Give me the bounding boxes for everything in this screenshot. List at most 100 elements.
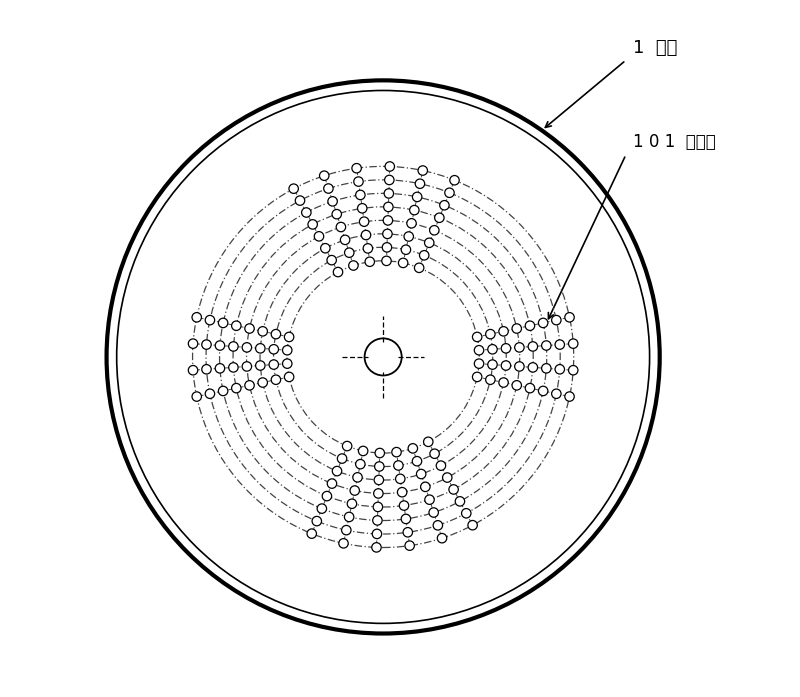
Circle shape bbox=[394, 461, 403, 470]
Circle shape bbox=[499, 378, 508, 388]
Circle shape bbox=[542, 364, 551, 373]
Circle shape bbox=[434, 213, 444, 222]
Circle shape bbox=[302, 208, 311, 217]
Circle shape bbox=[202, 365, 211, 374]
Circle shape bbox=[528, 362, 538, 372]
Circle shape bbox=[269, 344, 278, 354]
Circle shape bbox=[526, 321, 534, 330]
Circle shape bbox=[258, 378, 267, 388]
Circle shape bbox=[436, 461, 446, 470]
Circle shape bbox=[392, 447, 402, 457]
Circle shape bbox=[429, 508, 438, 517]
Circle shape bbox=[440, 201, 449, 210]
Circle shape bbox=[569, 365, 578, 375]
Circle shape bbox=[256, 344, 265, 353]
Circle shape bbox=[398, 487, 407, 497]
Circle shape bbox=[413, 192, 422, 201]
Circle shape bbox=[284, 332, 294, 342]
Circle shape bbox=[526, 383, 534, 393]
Circle shape bbox=[455, 497, 465, 506]
Circle shape bbox=[514, 362, 524, 372]
Circle shape bbox=[372, 543, 382, 552]
Circle shape bbox=[488, 360, 498, 369]
Circle shape bbox=[347, 499, 357, 509]
Circle shape bbox=[324, 184, 333, 193]
Circle shape bbox=[565, 312, 574, 322]
Circle shape bbox=[363, 244, 373, 253]
Circle shape bbox=[528, 342, 538, 351]
Circle shape bbox=[421, 482, 430, 491]
Circle shape bbox=[202, 340, 211, 349]
Circle shape bbox=[473, 332, 482, 342]
Circle shape bbox=[384, 189, 394, 198]
Circle shape bbox=[308, 220, 318, 229]
Circle shape bbox=[327, 255, 336, 265]
Circle shape bbox=[322, 491, 332, 501]
Circle shape bbox=[538, 386, 548, 396]
Circle shape bbox=[385, 175, 394, 185]
Circle shape bbox=[552, 389, 561, 399]
Text: 1 0 1  收容孔: 1 0 1 收容孔 bbox=[633, 133, 715, 151]
Circle shape bbox=[382, 256, 391, 266]
Circle shape bbox=[338, 539, 348, 548]
Circle shape bbox=[419, 251, 429, 260]
Circle shape bbox=[401, 514, 410, 523]
Circle shape bbox=[402, 245, 410, 254]
Circle shape bbox=[188, 339, 198, 348]
Circle shape bbox=[384, 202, 393, 212]
Circle shape bbox=[354, 177, 363, 186]
Circle shape bbox=[317, 504, 326, 513]
Circle shape bbox=[425, 495, 434, 505]
Circle shape bbox=[327, 479, 337, 489]
Circle shape bbox=[192, 312, 202, 322]
Circle shape bbox=[242, 362, 251, 372]
Circle shape bbox=[404, 232, 414, 241]
Circle shape bbox=[555, 365, 565, 374]
Circle shape bbox=[282, 359, 292, 368]
Circle shape bbox=[462, 509, 471, 518]
Circle shape bbox=[473, 372, 482, 382]
Circle shape bbox=[345, 248, 354, 257]
Circle shape bbox=[383, 215, 393, 225]
Circle shape bbox=[410, 206, 419, 215]
Circle shape bbox=[332, 466, 342, 476]
Circle shape bbox=[502, 344, 510, 353]
Circle shape bbox=[206, 316, 214, 325]
Circle shape bbox=[474, 346, 484, 355]
Circle shape bbox=[282, 346, 292, 355]
Circle shape bbox=[403, 528, 413, 537]
Circle shape bbox=[271, 330, 281, 339]
Circle shape bbox=[349, 261, 358, 270]
Circle shape bbox=[538, 319, 548, 328]
Circle shape bbox=[373, 516, 382, 525]
Circle shape bbox=[382, 229, 392, 238]
Circle shape bbox=[271, 375, 281, 385]
Circle shape bbox=[342, 526, 351, 535]
Circle shape bbox=[307, 529, 317, 538]
Circle shape bbox=[542, 341, 551, 351]
Circle shape bbox=[192, 392, 202, 401]
Circle shape bbox=[359, 217, 369, 227]
Circle shape bbox=[474, 359, 484, 368]
Circle shape bbox=[415, 179, 425, 188]
Circle shape bbox=[514, 343, 524, 352]
Circle shape bbox=[215, 364, 225, 373]
Circle shape bbox=[358, 446, 368, 456]
Circle shape bbox=[231, 383, 241, 393]
Circle shape bbox=[356, 190, 365, 199]
Circle shape bbox=[206, 389, 214, 399]
Circle shape bbox=[512, 324, 522, 333]
Circle shape bbox=[445, 188, 454, 197]
Circle shape bbox=[488, 344, 498, 354]
Circle shape bbox=[433, 521, 442, 530]
Circle shape bbox=[242, 343, 251, 352]
Circle shape bbox=[338, 454, 346, 464]
Circle shape bbox=[414, 263, 424, 273]
Circle shape bbox=[358, 204, 367, 213]
Circle shape bbox=[353, 473, 362, 482]
Circle shape bbox=[418, 166, 427, 175]
Circle shape bbox=[430, 449, 439, 459]
Circle shape bbox=[430, 226, 439, 235]
Circle shape bbox=[284, 372, 294, 382]
Circle shape bbox=[425, 238, 434, 247]
